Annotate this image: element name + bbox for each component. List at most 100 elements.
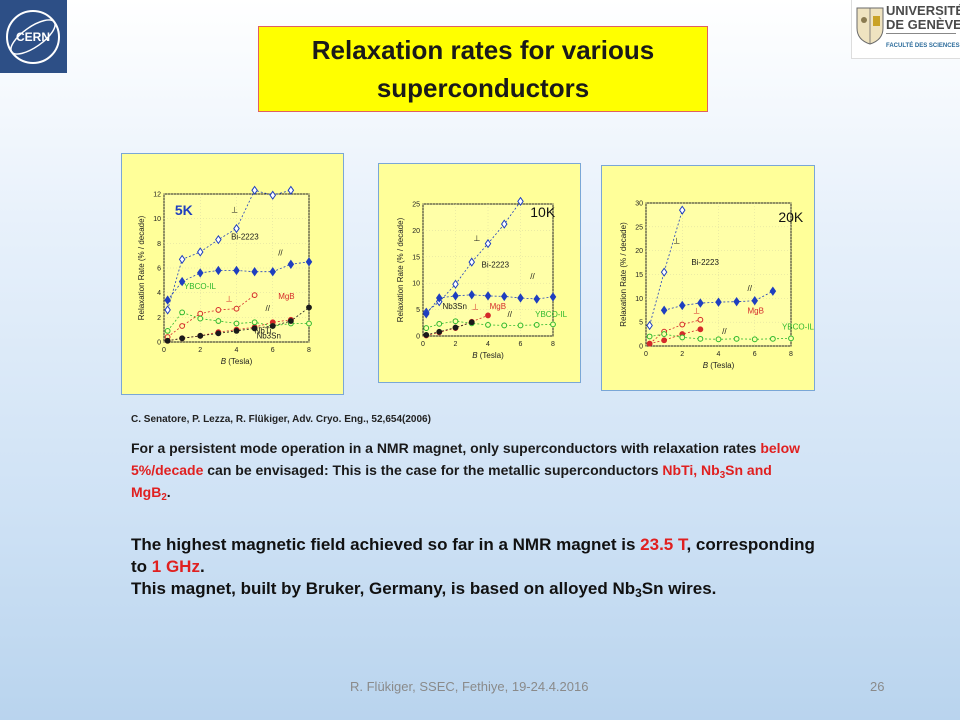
data-point xyxy=(661,331,668,337)
data-point xyxy=(485,312,491,319)
data-point xyxy=(164,305,171,315)
data-point xyxy=(269,190,277,200)
data-point xyxy=(697,316,704,323)
series-annotation: Bi-2223 xyxy=(482,260,510,269)
data-point xyxy=(452,324,459,331)
series-annotation: // xyxy=(508,310,513,319)
data-point xyxy=(215,330,222,337)
data-point xyxy=(452,279,459,289)
data-point xyxy=(423,332,430,338)
data-point xyxy=(697,335,704,342)
data-point xyxy=(501,322,508,329)
data-point xyxy=(533,322,540,328)
paragraph-persistent-mode: For a persistent mode operation in a NMR… xyxy=(131,437,811,503)
data-point xyxy=(533,294,541,304)
p2-text: The highest magnetic field achieved so f… xyxy=(131,535,641,554)
y-tick-label: 8 xyxy=(157,241,161,248)
data-point xyxy=(500,219,508,229)
data-point xyxy=(287,185,295,195)
data-point xyxy=(436,320,443,327)
p1-text: can be envisaged: This is the case for t… xyxy=(203,462,663,478)
data-point xyxy=(196,268,204,278)
y-axis-label: Relaxation Rate (% / decade) xyxy=(137,215,146,320)
x-tick-label: 0 xyxy=(162,347,166,354)
data-point xyxy=(550,321,556,328)
data-point xyxy=(517,293,524,303)
series-line xyxy=(426,315,489,336)
unige-name-line2: DE GENÈVE xyxy=(886,17,960,32)
data-point xyxy=(179,309,186,316)
x-tick-label: 6 xyxy=(271,347,275,354)
chart-panel-5k: 0 2 4 6 8 0 2 4 6 8 10 12 Relaxation Rate (% / decad… xyxy=(121,153,344,395)
data-point xyxy=(215,307,222,313)
data-point xyxy=(287,259,295,269)
series-annotation: ⊥ xyxy=(673,237,680,246)
series-line xyxy=(167,311,309,332)
data-point xyxy=(452,318,459,325)
y-tick-label: 5 xyxy=(416,307,420,314)
series-annotation: // xyxy=(748,284,753,293)
data-point xyxy=(251,267,258,277)
chart-10k: 0 2 4 6 8 0 5 10 15 20 25 Relaxation Rate (% / deca… xyxy=(396,196,568,360)
page-number: 26 xyxy=(870,679,885,694)
data-point xyxy=(269,323,276,329)
data-point xyxy=(305,257,313,267)
data-point xyxy=(484,291,492,301)
data-point xyxy=(306,320,312,327)
series-annotation: Nb3Sn xyxy=(256,331,280,340)
data-point xyxy=(679,321,686,328)
data-point xyxy=(251,325,258,332)
x-tick-label: 4 xyxy=(235,347,239,354)
y-tick-label: 15 xyxy=(635,272,643,279)
series-annotation: YBCO-IL xyxy=(184,282,217,291)
data-point xyxy=(233,320,240,327)
cern-logo-icon: CERN xyxy=(6,10,60,64)
data-point xyxy=(468,257,476,267)
p1-text: For a persistent mode operation in a NMR… xyxy=(131,440,761,456)
data-point xyxy=(468,290,476,300)
x-tick-label: 2 xyxy=(454,341,458,348)
data-point xyxy=(251,319,258,326)
y-tick-label: 0 xyxy=(157,340,161,347)
y-tick-label: 25 xyxy=(412,202,420,209)
y-axis-label: Relaxation Rate (% / decade) xyxy=(619,222,628,327)
series-annotation: MgB xyxy=(748,307,764,316)
data-point xyxy=(269,267,277,277)
x-tick-label: 8 xyxy=(307,347,311,354)
x-tick-label: 2 xyxy=(680,351,684,358)
p1-highlight-materials: NbTi, Nb3Sn and MgB2 xyxy=(131,462,772,502)
series-annotation: NbTi xyxy=(255,326,272,335)
data-point xyxy=(178,276,186,287)
data-point xyxy=(661,337,668,344)
series-line xyxy=(649,319,701,344)
temperature-label: 10K xyxy=(530,204,556,220)
y-axis-label: Relaxation Rate (% / decade) xyxy=(396,217,405,322)
p2-field-value: 23.5 T xyxy=(640,535,687,554)
data-point xyxy=(697,326,704,333)
data-point xyxy=(435,293,443,303)
data-point xyxy=(660,305,668,315)
data-point xyxy=(164,337,171,344)
y-tick-label: 5 xyxy=(639,320,643,327)
data-point xyxy=(233,223,240,234)
series-annotation: ⊥ xyxy=(472,303,479,312)
x-tick-label: 6 xyxy=(519,341,523,348)
temperature-label: 5K xyxy=(175,202,193,218)
data-point xyxy=(179,335,186,342)
x-tick-label: 8 xyxy=(551,341,555,348)
p1-sn-mgb: Sn and MgB xyxy=(131,462,772,500)
series-annotation: YBCO-IL xyxy=(535,310,568,319)
data-point xyxy=(233,265,240,276)
slide-title: Relaxation rates for various superconduc… xyxy=(258,26,708,112)
data-point xyxy=(549,292,557,302)
data-point xyxy=(733,335,740,342)
data-point xyxy=(715,336,722,343)
data-point xyxy=(715,297,722,307)
y-tick-label: 15 xyxy=(412,254,420,261)
data-point xyxy=(179,323,186,329)
data-point xyxy=(306,304,312,311)
data-point xyxy=(660,267,668,277)
data-point xyxy=(423,325,430,331)
data-point xyxy=(646,320,653,331)
unige-faculty: FACULTÉ DES SCIENCES xyxy=(886,43,960,49)
